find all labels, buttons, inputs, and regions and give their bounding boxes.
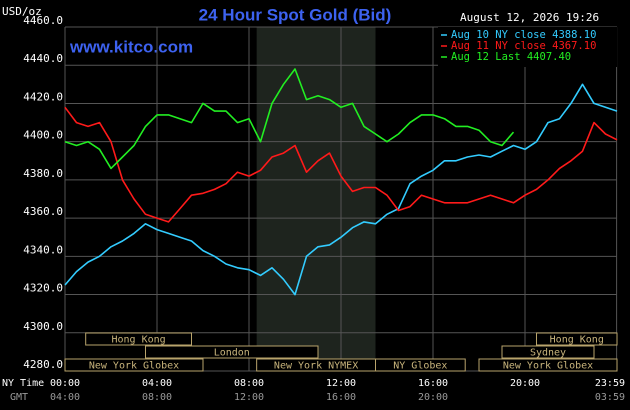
y-tick-label: 4420.0: [23, 90, 63, 103]
legend-label: Aug 12 Last 4407.40: [451, 51, 571, 63]
gmt-tick-label: 12:00: [234, 392, 264, 403]
y-tick-label: 4320.0: [23, 282, 63, 295]
session-bar: [85, 332, 192, 346]
x-tick-label: 12:00: [326, 378, 356, 389]
session-bar: [536, 332, 618, 346]
gmt-tick-label: 20:00: [418, 392, 448, 403]
y-axis-label: USD/oz: [2, 5, 42, 18]
y-tick-label: 4460.0: [23, 14, 63, 27]
y-tick-label: 4340.0: [23, 243, 63, 256]
x-tick-label: 04:00: [142, 378, 172, 389]
legend-label: Aug 10 NY close 4388.10: [451, 29, 596, 41]
x-tick-label: 08:00: [234, 378, 264, 389]
session-label: London: [214, 348, 250, 359]
session-label: NY Globex: [393, 361, 447, 372]
gmt-tick-label: 03:59: [595, 392, 625, 403]
ny-time-label: NY Time: [2, 378, 44, 389]
y-tick-label: 4280.0: [23, 358, 63, 371]
y-tick-label: 4360.0: [23, 205, 63, 218]
gmt-tick-label: 04:00: [50, 392, 80, 403]
series-line: [64, 68, 515, 170]
session-label: New York NYMEX: [274, 361, 358, 372]
session-label: Hong Kong: [112, 335, 166, 346]
session-bar: [375, 358, 466, 372]
series-line: [64, 83, 618, 296]
x-tick-label: 20:00: [510, 378, 540, 389]
source: www.kitco.com: [69, 37, 193, 56]
y-tick-label: 4380.0: [23, 167, 63, 180]
gmt-label: GMT: [10, 392, 28, 403]
x-tick-label: 00:00: [50, 378, 80, 389]
x-tick-label: 23:59: [595, 378, 625, 389]
timestamp: August 12, 2026 19:26: [460, 11, 599, 24]
chart-title: 24 Hour Spot Gold (Bid): [199, 5, 392, 24]
session-bar: [145, 345, 319, 359]
gmt-tick-label: 16:00: [326, 392, 356, 403]
session-label: New York Globex: [89, 361, 179, 372]
x-tick-label: 16:00: [418, 378, 448, 389]
gmt-tick-label: 08:00: [142, 392, 172, 403]
legend-label: Aug 11 NY close 4367.10: [451, 40, 596, 52]
session-label: New York Globex: [503, 361, 593, 372]
series-line: [64, 106, 618, 223]
session-bar: [64, 358, 204, 372]
legend-box: [438, 27, 617, 67]
session-label: Sydney: [530, 348, 566, 359]
y-tick-label: 4440.0: [23, 52, 63, 65]
highlight-band: [256, 27, 376, 371]
session-bar: [501, 345, 595, 359]
session-bar: [478, 358, 618, 372]
y-tick-label: 4300.0: [23, 320, 63, 333]
y-tick-label: 4400.0: [23, 129, 63, 142]
session-label: Hong Kong: [550, 335, 604, 346]
